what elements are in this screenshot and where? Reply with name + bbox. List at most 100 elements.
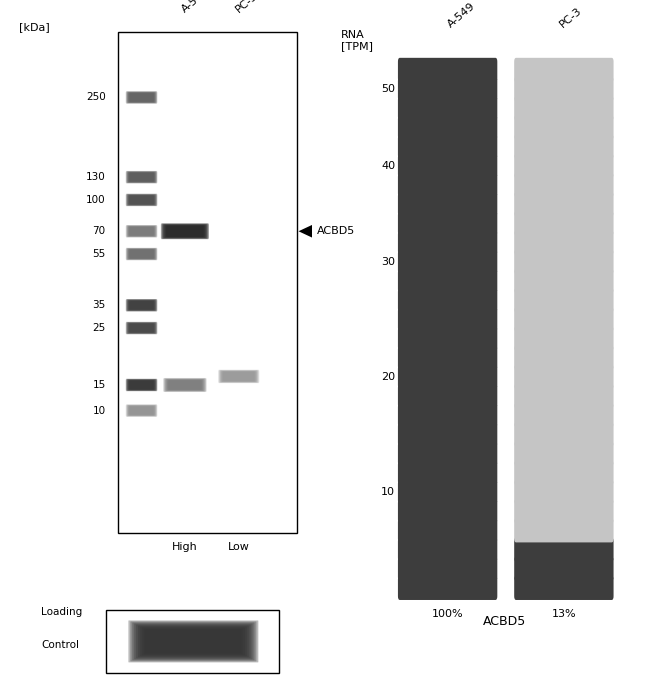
- FancyBboxPatch shape: [166, 226, 203, 237]
- FancyBboxPatch shape: [398, 134, 497, 158]
- FancyBboxPatch shape: [514, 346, 614, 370]
- FancyBboxPatch shape: [514, 365, 614, 389]
- FancyBboxPatch shape: [219, 370, 258, 383]
- FancyBboxPatch shape: [126, 248, 157, 260]
- FancyBboxPatch shape: [127, 405, 157, 416]
- FancyBboxPatch shape: [165, 379, 205, 391]
- FancyBboxPatch shape: [128, 172, 155, 182]
- FancyBboxPatch shape: [127, 195, 155, 205]
- FancyBboxPatch shape: [127, 194, 156, 206]
- FancyBboxPatch shape: [220, 370, 257, 382]
- Text: 55: 55: [92, 249, 106, 259]
- FancyBboxPatch shape: [514, 211, 614, 235]
- FancyBboxPatch shape: [220, 370, 257, 382]
- FancyBboxPatch shape: [118, 32, 297, 533]
- Text: 13%: 13%: [552, 609, 576, 619]
- FancyBboxPatch shape: [163, 378, 207, 392]
- FancyBboxPatch shape: [398, 461, 497, 485]
- FancyBboxPatch shape: [127, 405, 155, 416]
- FancyBboxPatch shape: [127, 300, 155, 311]
- FancyBboxPatch shape: [128, 323, 155, 333]
- FancyBboxPatch shape: [127, 248, 157, 260]
- FancyBboxPatch shape: [128, 226, 155, 237]
- FancyBboxPatch shape: [162, 224, 208, 239]
- FancyBboxPatch shape: [398, 211, 497, 235]
- Text: 10: 10: [381, 487, 395, 497]
- FancyBboxPatch shape: [161, 223, 209, 239]
- FancyBboxPatch shape: [514, 134, 614, 158]
- Text: 100%: 100%: [432, 609, 463, 619]
- FancyBboxPatch shape: [398, 384, 497, 408]
- FancyBboxPatch shape: [127, 379, 157, 391]
- FancyBboxPatch shape: [398, 77, 497, 101]
- Text: ACBD5: ACBD5: [484, 615, 527, 628]
- FancyBboxPatch shape: [126, 322, 157, 334]
- FancyBboxPatch shape: [140, 626, 247, 657]
- FancyBboxPatch shape: [514, 154, 614, 178]
- FancyBboxPatch shape: [127, 92, 157, 104]
- Text: Low: Low: [227, 542, 250, 552]
- FancyBboxPatch shape: [398, 519, 497, 543]
- FancyBboxPatch shape: [514, 115, 614, 139]
- FancyBboxPatch shape: [514, 173, 614, 197]
- FancyBboxPatch shape: [127, 322, 155, 333]
- FancyBboxPatch shape: [127, 194, 157, 206]
- FancyBboxPatch shape: [126, 91, 157, 104]
- Text: Control: Control: [42, 640, 79, 650]
- FancyBboxPatch shape: [398, 269, 497, 293]
- FancyBboxPatch shape: [127, 92, 155, 103]
- FancyBboxPatch shape: [164, 379, 205, 392]
- FancyBboxPatch shape: [514, 403, 614, 427]
- FancyBboxPatch shape: [162, 224, 207, 239]
- FancyBboxPatch shape: [126, 171, 157, 183]
- FancyBboxPatch shape: [398, 230, 497, 255]
- Text: 25: 25: [92, 323, 106, 333]
- FancyBboxPatch shape: [129, 300, 154, 310]
- FancyBboxPatch shape: [125, 248, 157, 260]
- FancyBboxPatch shape: [514, 58, 614, 82]
- FancyBboxPatch shape: [398, 480, 497, 504]
- FancyBboxPatch shape: [164, 225, 205, 237]
- FancyBboxPatch shape: [126, 299, 157, 311]
- FancyBboxPatch shape: [127, 92, 156, 103]
- FancyBboxPatch shape: [398, 557, 497, 581]
- FancyBboxPatch shape: [129, 249, 155, 259]
- FancyBboxPatch shape: [164, 224, 206, 238]
- FancyBboxPatch shape: [127, 226, 156, 237]
- FancyBboxPatch shape: [127, 172, 156, 182]
- Polygon shape: [298, 223, 316, 239]
- FancyBboxPatch shape: [398, 538, 497, 562]
- FancyBboxPatch shape: [131, 622, 256, 661]
- FancyBboxPatch shape: [129, 93, 154, 102]
- FancyBboxPatch shape: [514, 307, 614, 331]
- FancyBboxPatch shape: [163, 224, 207, 238]
- FancyBboxPatch shape: [129, 196, 154, 204]
- FancyBboxPatch shape: [398, 115, 497, 139]
- FancyBboxPatch shape: [514, 384, 614, 408]
- FancyBboxPatch shape: [125, 299, 157, 311]
- FancyBboxPatch shape: [128, 195, 155, 205]
- FancyBboxPatch shape: [219, 370, 259, 383]
- FancyBboxPatch shape: [127, 172, 155, 182]
- FancyBboxPatch shape: [398, 403, 497, 427]
- FancyBboxPatch shape: [514, 327, 614, 351]
- FancyBboxPatch shape: [167, 379, 203, 390]
- FancyBboxPatch shape: [514, 192, 614, 216]
- FancyBboxPatch shape: [126, 379, 157, 391]
- Text: RNA
[TPM]: RNA [TPM]: [341, 29, 373, 51]
- Text: A-549: A-549: [446, 1, 477, 29]
- FancyBboxPatch shape: [398, 327, 497, 351]
- FancyBboxPatch shape: [144, 629, 243, 654]
- FancyBboxPatch shape: [127, 248, 155, 259]
- FancyBboxPatch shape: [127, 300, 157, 311]
- FancyBboxPatch shape: [514, 423, 614, 447]
- FancyBboxPatch shape: [398, 173, 497, 197]
- Text: 50: 50: [381, 84, 395, 94]
- FancyBboxPatch shape: [125, 193, 157, 206]
- FancyBboxPatch shape: [126, 225, 157, 237]
- FancyBboxPatch shape: [398, 154, 497, 178]
- FancyBboxPatch shape: [514, 230, 614, 255]
- FancyBboxPatch shape: [514, 576, 614, 600]
- Text: A-549: A-549: [180, 0, 211, 15]
- FancyBboxPatch shape: [398, 365, 497, 389]
